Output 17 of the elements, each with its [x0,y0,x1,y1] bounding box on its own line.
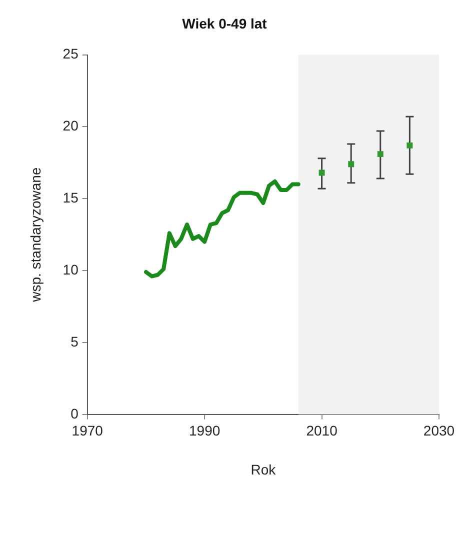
x-tick-label: 2010 [306,422,338,439]
y-tick-label: 15 [62,190,79,206]
y-tick-label: 5 [70,333,79,350]
y-tick-label: 20 [62,118,79,134]
chart-title: Wiek 0-49 lat [182,15,268,32]
x-axis-title: Rok [250,461,277,478]
point [377,151,384,158]
y-axis-title: wsp. standaryzowane [27,167,44,303]
y-tick-label: 0 [70,405,79,422]
y-tick-label: 10 [62,261,79,278]
y-tick-label: 25 [62,46,79,62]
x-tick-label: 2030 [423,422,455,439]
x-tick-label: 1990 [189,422,220,439]
point [406,142,413,148]
point [348,161,354,168]
point [318,170,325,176]
x-tick-label: 1970 [72,422,104,439]
